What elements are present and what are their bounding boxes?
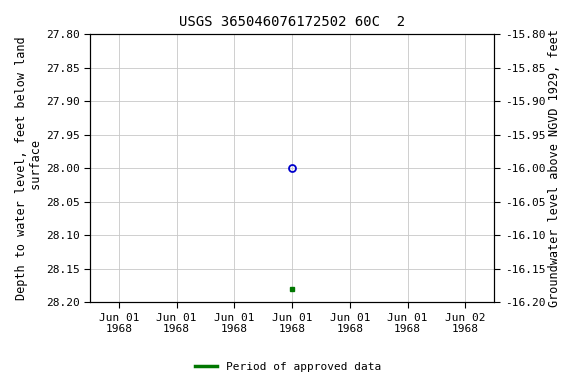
Y-axis label: Depth to water level, feet below land
 surface: Depth to water level, feet below land su… [15,36,43,300]
Y-axis label: Groundwater level above NGVD 1929, feet: Groundwater level above NGVD 1929, feet [548,30,561,307]
Title: USGS 365046076172502 60C  2: USGS 365046076172502 60C 2 [179,15,405,29]
Legend: Period of approved data: Period of approved data [191,358,385,377]
